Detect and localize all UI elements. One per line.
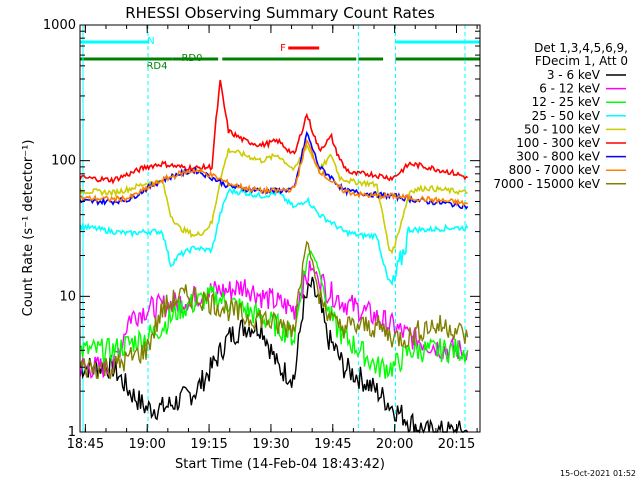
legend-header-line: Det 1,3,4,5,6,9,	[534, 41, 628, 55]
y-tick-label: 1000	[43, 18, 76, 33]
x-tick-label: 19:00	[128, 437, 165, 452]
y-axis-label: Count Rate (s⁻¹ detector⁻¹)	[21, 140, 36, 317]
legend-entry-label: 6 - 12 keV	[539, 82, 601, 96]
series-line-1	[79, 260, 469, 379]
series-line-0	[79, 276, 469, 434]
flag-label-n: N	[147, 36, 154, 47]
legend-entry-label: 300 - 800 keV	[516, 150, 600, 164]
plot-frame	[79, 24, 481, 433]
legend-entry-label: 25 - 50 keV	[532, 109, 601, 123]
series-line-5	[79, 79, 469, 185]
legend-entry-label: 100 - 300 keV	[516, 136, 600, 150]
y-tick-label: 10	[59, 289, 76, 304]
generation-timestamp: 15-Oct-2021 01:52	[560, 469, 636, 478]
series-line-3	[79, 186, 469, 286]
x-tick-label: 19:45	[314, 437, 351, 452]
series-line-4	[79, 143, 468, 255]
y-tick-label: 1	[68, 425, 76, 440]
legend-header-line: FDecim 1, Att 0	[535, 54, 628, 68]
legend: Det 1,3,4,5,6,9,FDecim 1, Att 03 - 6 keV…	[493, 41, 628, 191]
x-axis-label: Start Time (14-Feb-04 18:43:42)	[175, 457, 385, 472]
series-line-7	[79, 138, 469, 207]
legend-entry-label: 50 - 100 keV	[524, 122, 601, 136]
series-line-8	[79, 240, 469, 380]
flag-bars: N F RD0 RD4	[80, 36, 480, 72]
x-tick-label: 20:00	[376, 437, 413, 452]
y-tick-label: 100	[51, 154, 76, 169]
legend-entry-label: 12 - 25 keV	[532, 95, 601, 109]
y-axis: 1 10 100 1000	[43, 18, 480, 440]
flag-label-f: F	[280, 43, 286, 54]
flag-label-rd4: RD4	[146, 61, 167, 72]
legend-entry-label: 800 - 7000 keV	[509, 163, 601, 177]
x-tick-label: 18:45	[67, 437, 104, 452]
flag-label-rd0: RD0	[181, 53, 202, 64]
x-tick-label: 19:30	[252, 437, 289, 452]
x-tick-label: 19:15	[190, 437, 227, 452]
legend-entry-label: 3 - 6 keV	[547, 68, 601, 82]
legend-entry-label: 7000 - 15000 keV	[493, 177, 600, 191]
chart-title: RHESSI Observing Summary Count Rates	[125, 4, 435, 22]
x-axis: 18:45 19:00 19:15 19:30 19:45 20:00 20:15	[67, 25, 478, 452]
x-tick-label: 20:15	[438, 437, 475, 452]
series-lines	[79, 79, 469, 434]
